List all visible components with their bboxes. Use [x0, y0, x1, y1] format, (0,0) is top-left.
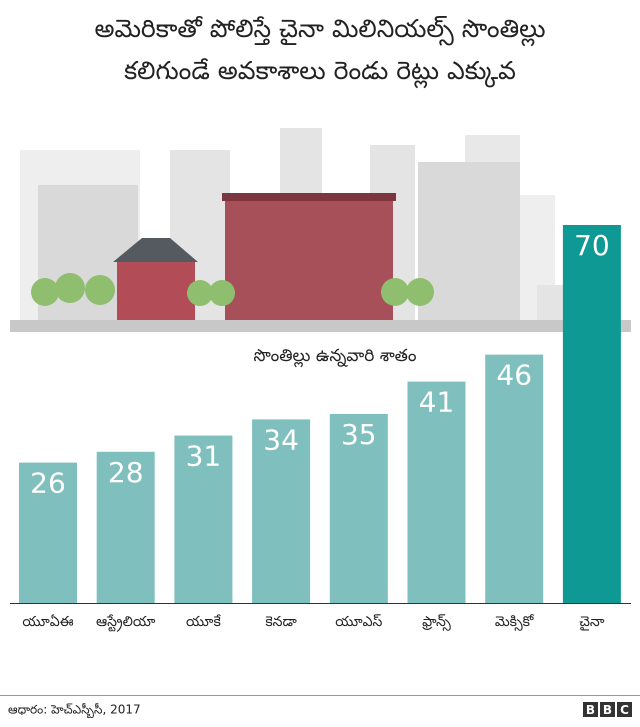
bar [174, 435, 233, 603]
value-label: 35 [341, 418, 377, 451]
bar [329, 414, 388, 603]
value-label: 28 [108, 456, 144, 489]
chart-title: కలిగుండే అవకాశాలు రెండు రెట్లు ఎక్కువ [124, 56, 516, 89]
bar [96, 451, 155, 603]
logo-letter: B [603, 703, 612, 717]
source: ఆధారం: హెచ్ఎస్బీసీ, 2017 [8, 703, 141, 719]
x-tick-label: యూఏఈ [22, 614, 73, 630]
bar [562, 225, 621, 603]
value-label: 31 [186, 440, 222, 473]
logo-letter: B [586, 703, 595, 717]
illustration [10, 128, 631, 332]
value-label: 70 [574, 229, 610, 262]
logo [583, 702, 632, 717]
x-tick-label: ఫ్రాన్స్ [422, 614, 451, 631]
value-label: 41 [419, 386, 455, 419]
x-tick-label: చైనా [579, 614, 605, 631]
bar [407, 381, 466, 603]
x-tick-label: యూఎస్ [335, 614, 382, 630]
bar [252, 419, 311, 603]
chart-title: అమెరికాతో పోలిస్తే చైనా మిలినియల్స్ సొంత… [94, 14, 545, 47]
bar [485, 354, 544, 603]
value-label: 26 [30, 467, 66, 500]
value-label: 46 [496, 359, 532, 392]
bar [19, 462, 77, 603]
x-tick-label: యూకే [186, 614, 221, 630]
x-tick-label: మెక్సికో [495, 614, 535, 631]
x-tick-label: ఆస్ట్రేలియా [96, 614, 156, 633]
logo-letter: C [620, 703, 629, 717]
chart-subtitle: సొంతిల్లు ఉన్నవారి శాతం [253, 346, 416, 368]
x-tick-label: కెనడా [265, 614, 297, 630]
value-label: 34 [263, 423, 299, 456]
